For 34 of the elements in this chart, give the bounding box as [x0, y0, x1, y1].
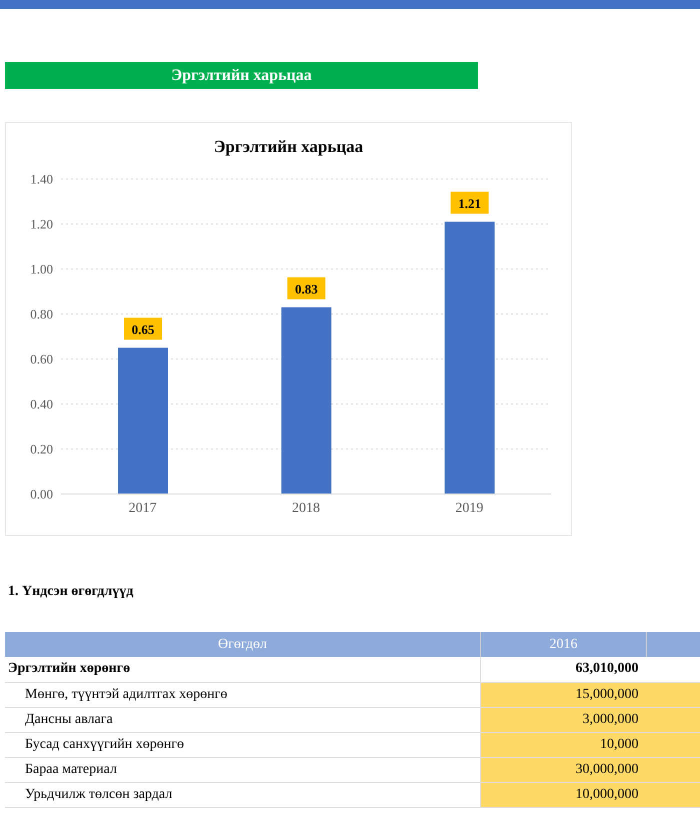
bar	[281, 307, 332, 494]
text: Өгөгдөл	[5, 632, 480, 657]
y-tick-label: 0.80	[30, 306, 53, 322]
text: Урьдчилж төлсөн зардал	[5, 782, 480, 807]
y-tick-label: 0.40	[30, 396, 53, 412]
text: 63,010,000	[480, 657, 646, 682]
y-tick-label: 0.00	[30, 486, 53, 502]
text: 10,000,000	[480, 782, 646, 807]
text: Дансны авлага	[5, 707, 480, 732]
x-tick-label: 2017	[128, 500, 157, 516]
text: Эргэлтийн хөрөнгө	[5, 657, 480, 682]
text: Мөнгө, түүнтэй адилтгах хөрөнгө	[5, 682, 480, 707]
text: 2016	[480, 632, 646, 657]
text: Бараа материал	[5, 757, 480, 782]
text: 30,000,000	[480, 757, 646, 782]
bar	[118, 348, 168, 494]
data-label: 0.83	[294, 281, 318, 296]
y-tick-label: 1.40	[30, 172, 53, 187]
x-tick-label: 2019	[455, 500, 484, 516]
x-tick-label: 2018	[292, 500, 320, 516]
text: Эргэлтийн харьцаа	[5, 62, 478, 89]
data-label: 0.65	[132, 322, 155, 337]
text: Бусад санхүүгийн хөрөнгө	[5, 732, 480, 757]
y-tick-label: 1.00	[30, 262, 53, 277]
text: 1. Үндсэн өгөгдлүүд	[8, 584, 134, 600]
data-label: 1.21	[458, 196, 482, 211]
y-tick-label: 1.20	[30, 216, 53, 232]
text: 15,000,000	[480, 682, 646, 707]
bar	[444, 222, 495, 494]
y-tick-label: 0.60	[30, 352, 53, 367]
text: 10,000	[480, 732, 646, 757]
y-tick-label: 0.20	[30, 442, 53, 457]
text: 3,000,000	[480, 707, 646, 732]
chart-title: Эргэлтийн харьцаа	[212, 137, 364, 158]
